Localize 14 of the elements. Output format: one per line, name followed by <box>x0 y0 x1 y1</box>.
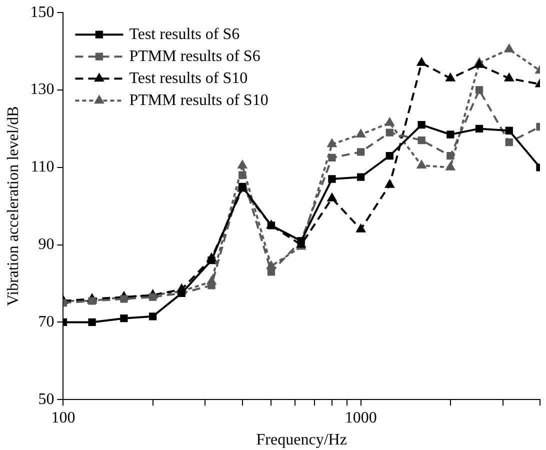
x-tick-label: 100 <box>51 409 76 426</box>
y-axis-title: Vibration acceleration level/dB <box>4 106 22 306</box>
y-tick-label: 90 <box>38 236 54 254</box>
legend-label: Test results of S6 <box>129 26 240 43</box>
x-tick-label: 1000 <box>344 409 377 426</box>
legend-label: PTMM results of S10 <box>129 92 268 109</box>
legend-label: Test results of S10 <box>129 70 248 87</box>
x-axis-title: Frequency/Hz <box>256 432 347 449</box>
y-tick-label: 70 <box>38 313 54 330</box>
y-tick-label: 50 <box>38 390 54 408</box>
legend-label: PTMM results of S6 <box>129 48 260 65</box>
y-tick-label: 130 <box>30 81 54 98</box>
y-tick-label: 110 <box>30 158 54 176</box>
y-tick-label: 150 <box>30 4 54 21</box>
